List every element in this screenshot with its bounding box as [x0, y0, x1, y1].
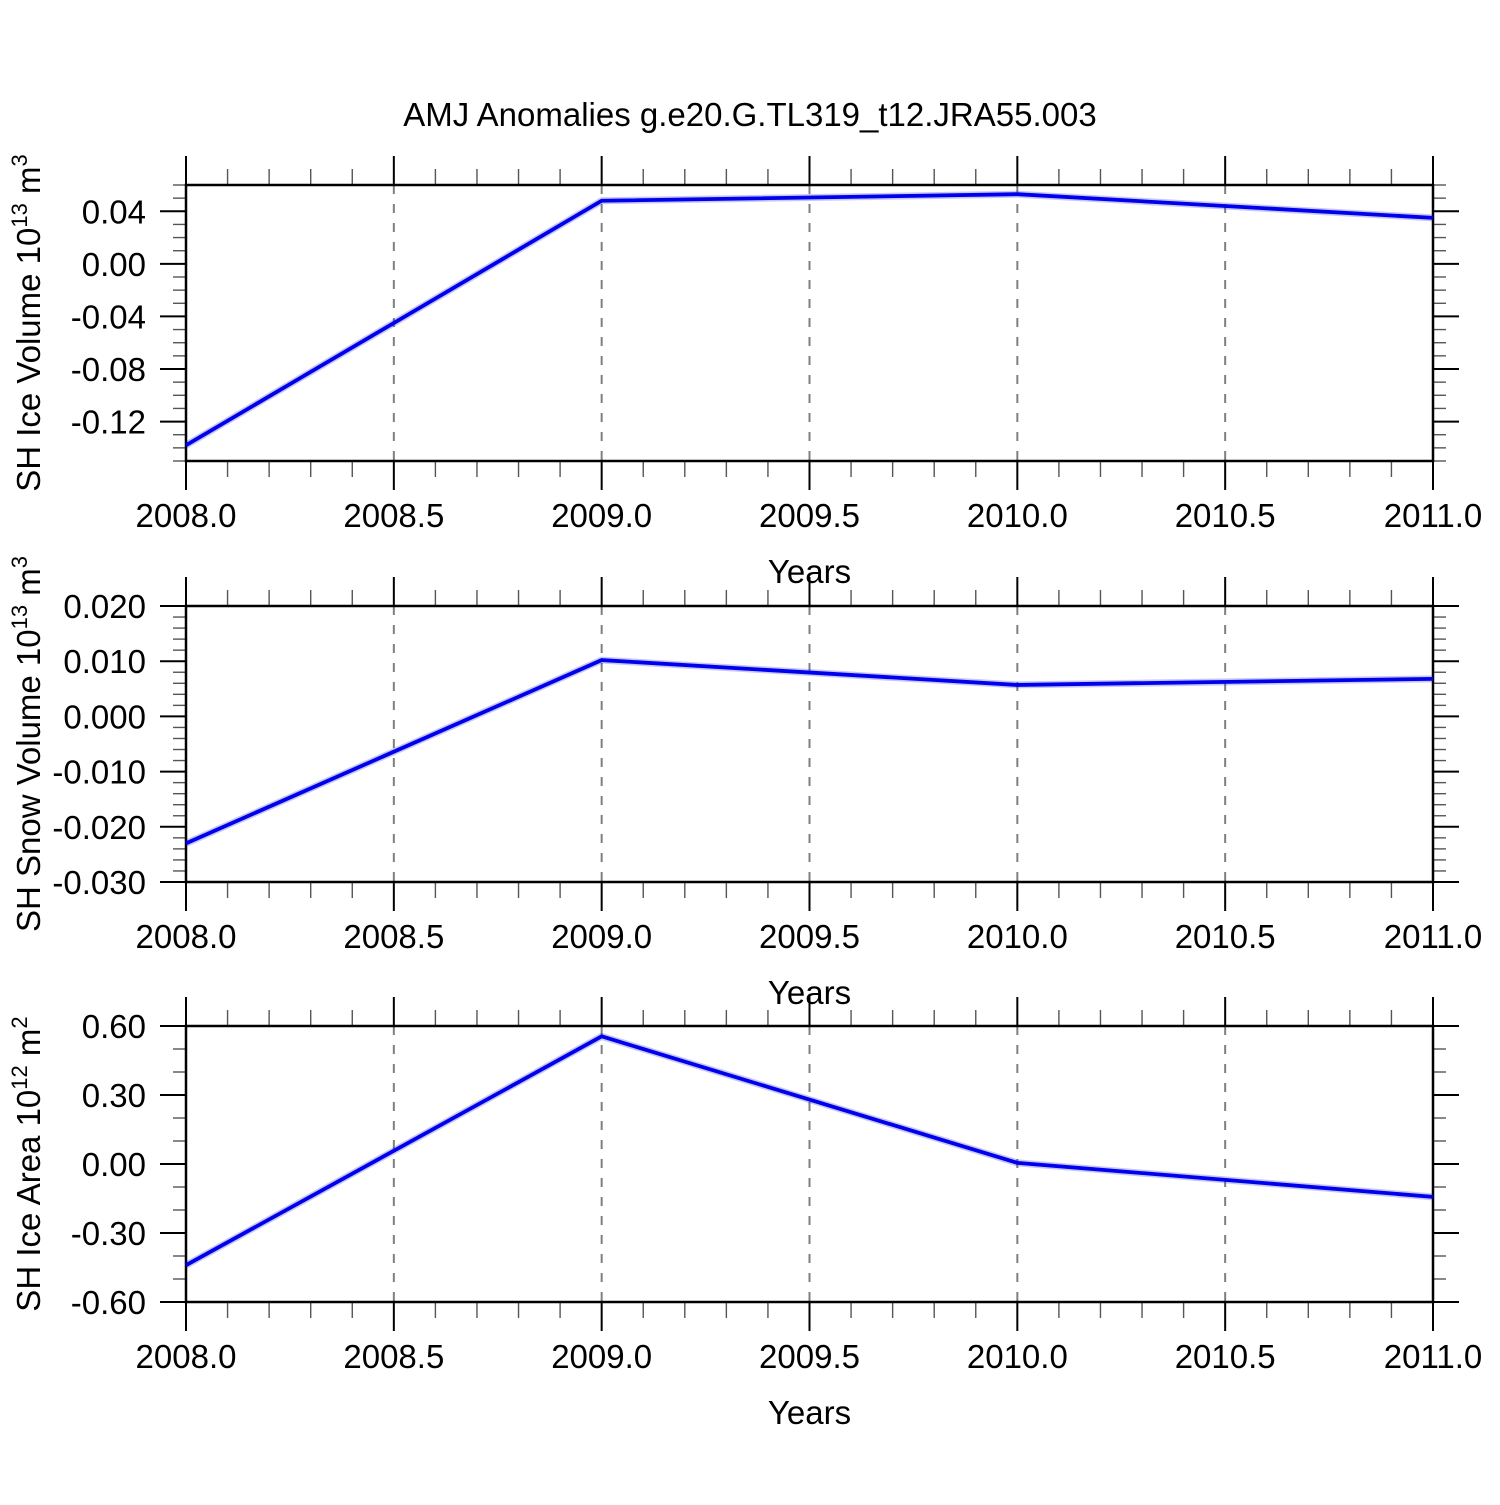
y-axis-title: SH Ice Area 1012 m2	[7, 1016, 47, 1311]
y-tick-label: 0.00	[82, 246, 146, 283]
x-tick-label: 2008.5	[343, 497, 444, 534]
y-tick-label: 0.000	[63, 698, 146, 735]
chart-title: AMJ Anomalies g.e20.G.TL319_t12.JRA55.00…	[403, 96, 1097, 133]
y-tick-label: -0.010	[52, 754, 146, 791]
y-tick-label: -0.12	[71, 404, 146, 441]
y-tick-label: 0.020	[63, 588, 146, 625]
y-tick-label: -0.04	[71, 298, 146, 335]
y-tick-label: 0.60	[82, 1008, 146, 1045]
x-tick-label: 2010.5	[1175, 918, 1276, 955]
x-tick-label: 2009.5	[759, 918, 860, 955]
x-tick-label: 2009.5	[759, 1338, 860, 1375]
x-tick-label: 2010.5	[1175, 497, 1276, 534]
x-tick-label: 2010.0	[967, 918, 1068, 955]
y-axis-title: SH Snow Volume 1013 m3	[7, 556, 47, 932]
y-tick-label: 0.30	[82, 1077, 146, 1114]
plot-frame	[184, 604, 1435, 884]
x-tick-label: 2008.0	[136, 497, 237, 534]
x-tick-label: 2009.0	[551, 1338, 652, 1375]
x-tick-label: 2010.0	[967, 1338, 1068, 1375]
x-tick-label: 2009.5	[759, 497, 860, 534]
y-tick-label: -0.030	[52, 864, 146, 901]
x-axis-title: Years	[768, 1394, 851, 1431]
plot-frame	[184, 183, 1435, 463]
data-line	[185, 658, 1434, 846]
plot-frame	[184, 1024, 1435, 1304]
x-tick-label: 2011.0	[1384, 1338, 1482, 1375]
x-tick-label: 2011.0	[1384, 497, 1482, 534]
y-axis-title: SH Ice Volume 1013 m3	[7, 154, 47, 492]
x-tick-label: 2009.0	[551, 918, 652, 955]
data-line	[185, 1034, 1434, 1267]
x-tick-label: 2008.0	[136, 1338, 237, 1375]
x-tick-label: 2008.0	[136, 918, 237, 955]
y-tick-label: 0.010	[63, 643, 146, 680]
y-tick-label: 0.00	[82, 1146, 146, 1183]
x-tick-label: 2011.0	[1384, 918, 1482, 955]
x-tick-label: 2010.5	[1175, 1338, 1276, 1375]
y-tick-label: -0.020	[52, 809, 146, 846]
x-tick-label: 2008.5	[343, 1338, 444, 1375]
y-tick-label: -0.60	[71, 1284, 146, 1321]
x-tick-label: 2009.0	[551, 497, 652, 534]
x-tick-label: 2010.0	[967, 497, 1068, 534]
y-tick-label: -0.30	[71, 1215, 146, 1252]
y-tick-label: -0.08	[71, 351, 146, 388]
y-tick-label: 0.04	[82, 193, 146, 230]
x-tick-label: 2008.5	[343, 918, 444, 955]
data-line	[185, 192, 1434, 447]
